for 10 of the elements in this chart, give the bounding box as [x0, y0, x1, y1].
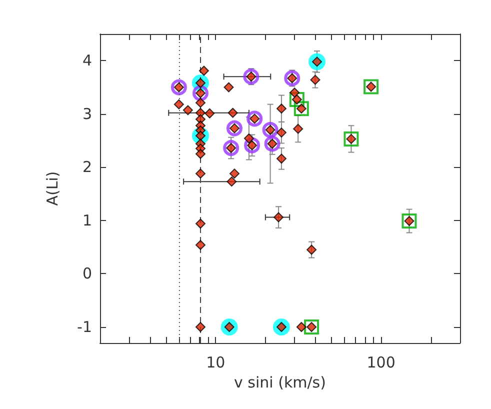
x-axis-title: v sini (km/s) [234, 373, 326, 392]
y-tick-label: 4 [82, 52, 92, 70]
y-tick-label: 0 [82, 264, 92, 283]
y-tick-label: 1 [82, 211, 92, 230]
x-tick-label: 10 [206, 354, 226, 372]
y-tick-label: 3 [82, 104, 92, 123]
y-axis-title: A(Li) [44, 171, 62, 206]
x-tick-label: 100 [366, 354, 396, 372]
y-tick-label: 2 [82, 158, 92, 176]
y-tick-label: -1 [77, 318, 92, 336]
